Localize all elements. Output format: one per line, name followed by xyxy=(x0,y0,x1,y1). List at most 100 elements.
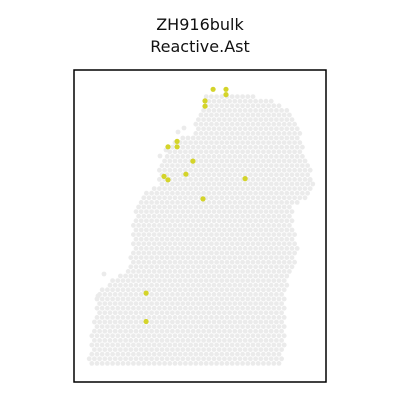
tissue-spot xyxy=(190,264,196,270)
tissue-spot xyxy=(201,117,207,122)
tissue-spot xyxy=(149,227,155,233)
tissue-spot xyxy=(284,135,290,141)
tissue-spot xyxy=(261,361,266,366)
tissue-spot xyxy=(133,356,139,362)
tissue-spot xyxy=(198,342,204,348)
tissue-spot xyxy=(209,259,214,265)
tissue-spot xyxy=(209,351,214,357)
tissue-spot xyxy=(185,209,191,215)
tissue-spot xyxy=(240,112,246,118)
tissue-spot xyxy=(237,292,243,297)
tissue-spot xyxy=(229,204,235,210)
tissue-spot xyxy=(240,186,246,192)
tissue-spot xyxy=(196,227,201,233)
tissue-spot xyxy=(164,190,170,196)
tissue-spot xyxy=(206,209,212,215)
tissue-spot xyxy=(237,117,243,122)
tissue-spot xyxy=(279,126,284,132)
tissue-spot xyxy=(159,227,165,233)
tissue-spot xyxy=(144,264,149,270)
tissue-spot xyxy=(183,315,188,320)
tissue-spot xyxy=(144,227,149,233)
tissue-spot xyxy=(237,310,243,316)
tissue-spot xyxy=(216,282,222,288)
tissue-spot xyxy=(125,269,131,274)
tissue-spot xyxy=(196,273,201,279)
tissue-spot xyxy=(198,351,204,357)
tissue-spot xyxy=(164,154,170,159)
tissue-spot xyxy=(253,218,258,224)
tissue-spot xyxy=(146,204,152,210)
tissue-spot xyxy=(136,278,142,283)
tissue-spot xyxy=(292,149,297,155)
tissue-spot xyxy=(284,154,290,159)
tissue-spot xyxy=(89,351,95,357)
tissue-spot xyxy=(214,324,220,329)
tissue-spot xyxy=(159,347,165,352)
tissue-spot xyxy=(151,269,157,274)
tissue-spot xyxy=(120,361,126,366)
tissue-spot xyxy=(250,232,256,238)
tissue-spot xyxy=(177,342,183,348)
tissue-spot xyxy=(209,296,214,302)
tissue-spot xyxy=(115,315,121,320)
tissue-spot xyxy=(302,195,308,201)
tissue-spot xyxy=(289,181,295,187)
tissue-spot xyxy=(188,149,194,155)
tissue-spot xyxy=(229,121,235,127)
tissue-spot xyxy=(268,98,274,104)
highlight-point xyxy=(174,138,180,144)
tissue-spot xyxy=(274,328,279,334)
tissue-spot xyxy=(177,195,183,201)
tissue-spot xyxy=(185,246,191,251)
tissue-spot xyxy=(271,241,277,247)
tissue-spot xyxy=(138,255,144,260)
tissue-spot xyxy=(133,282,139,288)
tissue-spot xyxy=(151,278,157,283)
tissue-spot xyxy=(138,200,144,205)
tissue-spot xyxy=(170,319,175,325)
tissue-spot xyxy=(154,347,160,352)
tissue-spot xyxy=(242,126,248,132)
tissue-spot xyxy=(105,361,110,366)
tissue-spot xyxy=(131,232,136,238)
tissue-spot xyxy=(177,241,183,247)
tissue-spot xyxy=(206,200,212,205)
tissue-spot xyxy=(120,351,126,357)
tissue-spot xyxy=(255,296,261,302)
tissue-spot xyxy=(255,186,261,192)
tissue-spot xyxy=(172,241,178,247)
tissue-spot xyxy=(196,347,201,352)
tissue-spot xyxy=(162,361,168,366)
tissue-spot xyxy=(219,232,225,238)
tissue-spot xyxy=(149,356,155,362)
tissue-spot xyxy=(216,181,222,187)
tissue-spot xyxy=(255,103,261,109)
tissue-spot xyxy=(276,103,282,109)
tissue-spot xyxy=(183,232,188,238)
tissue-spot xyxy=(167,241,173,247)
tissue-spot xyxy=(214,269,220,274)
tissue-spot xyxy=(211,264,217,270)
tissue-spot xyxy=(115,324,121,329)
tissue-spot xyxy=(253,227,258,233)
tissue-spot xyxy=(131,351,136,357)
tissue-spot xyxy=(138,301,144,306)
tissue-spot xyxy=(167,232,173,238)
tissue-spot xyxy=(188,204,194,210)
tissue-spot xyxy=(274,144,279,150)
tissue-spot xyxy=(180,273,186,279)
tissue-spot xyxy=(206,172,212,178)
tissue-spot xyxy=(123,292,128,297)
tissue-spot xyxy=(248,200,253,205)
tissue-spot xyxy=(276,177,282,182)
tissue-spot xyxy=(266,315,271,320)
tissue-spot xyxy=(284,218,290,224)
tissue-spot xyxy=(255,140,261,146)
tissue-spot xyxy=(94,324,100,329)
tissue-spot xyxy=(245,204,251,210)
tissue-spot xyxy=(229,296,235,302)
tissue-spot xyxy=(266,140,271,146)
tissue-spot xyxy=(250,287,256,293)
tissue-spot xyxy=(214,232,220,238)
